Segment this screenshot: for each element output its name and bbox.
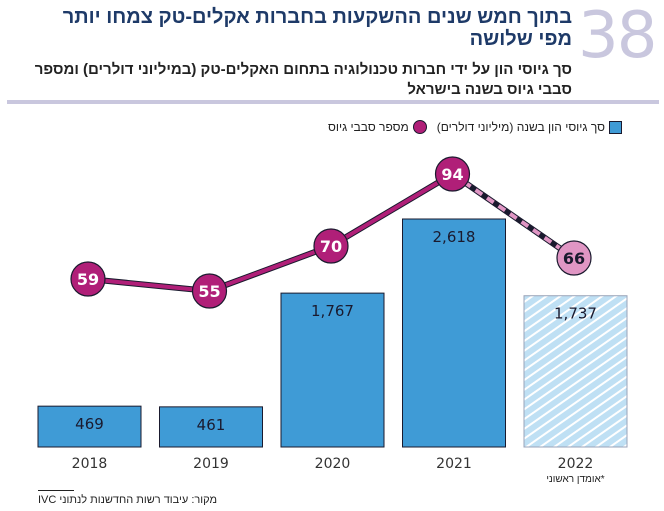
legend-item-bars: סך גיוסי הון בשנה (מיליוני דולרים) [437, 120, 622, 134]
line-point-label: 59 [77, 270, 99, 289]
line-point-2020 [313, 228, 349, 264]
line-point-2018 [70, 261, 106, 297]
legend: סך גיוסי הון בשנה (מיליוני דולרים) מספר … [328, 120, 622, 134]
legend-item-line: מספר סבבי גיוס [328, 120, 427, 134]
line-point-label: 94 [441, 165, 463, 184]
line-point-2019 [191, 273, 228, 309]
bar-2020 [280, 292, 385, 448]
x-tick-label: 2020 [315, 456, 351, 472]
legend-circle-icon [412, 120, 427, 134]
chart-subtitle: סך גיוסי הון על ידי חברות טכנולוגיה בתחו… [34, 61, 572, 98]
bar-value-label: 469 [75, 415, 104, 433]
bar-2022 [523, 295, 628, 448]
legend-square-icon [609, 120, 622, 134]
line-point-label: 70 [320, 237, 342, 256]
line-segment [329, 172, 454, 248]
page-title: בתוך חמש שנים ההשקעות בחברות אקלים-טק צמ… [62, 6, 572, 50]
x-tick-label: 2019 [193, 456, 229, 472]
bar-2021 [402, 218, 506, 448]
legend-label: מספר סבבי גיוס [327, 120, 409, 134]
line-segment [208, 244, 332, 293]
legend-label: סך גיוסי הון בשנה (מיליוני דולרים) [436, 120, 605, 134]
bar-2018 [37, 405, 142, 448]
estimate-note: *אומדן ראשוני [546, 474, 604, 485]
bar-value-label: 2,618 [433, 228, 476, 246]
chart: 469 2018 461 2019 1,767 2020 2,618 2021 1,737 202… [37, 156, 628, 485]
line-point-2021 [434, 156, 471, 192]
x-tick-label: 2021 [436, 456, 472, 472]
line-segment [87, 277, 210, 293]
chart-number: 38 [578, 0, 657, 73]
x-tick-label: 2018 [72, 456, 108, 472]
line-point-2022 [556, 240, 592, 276]
bar-value-label: 1,767 [311, 302, 354, 320]
bar-value-label: 1,737 [554, 305, 597, 323]
line-point-label: 55 [198, 282, 220, 301]
bar-2019 [159, 406, 263, 448]
x-tick-label: 2022 [558, 456, 594, 472]
source-note: מקור: עיבוד רשות החדשנות לנתוני IVC [38, 494, 218, 506]
footnote-rule [38, 490, 74, 491]
divider [7, 100, 659, 104]
line-segment-estimate-dash [451, 172, 576, 260]
line-point-label: 66 [563, 249, 585, 268]
bar-value-label: 461 [197, 416, 226, 434]
